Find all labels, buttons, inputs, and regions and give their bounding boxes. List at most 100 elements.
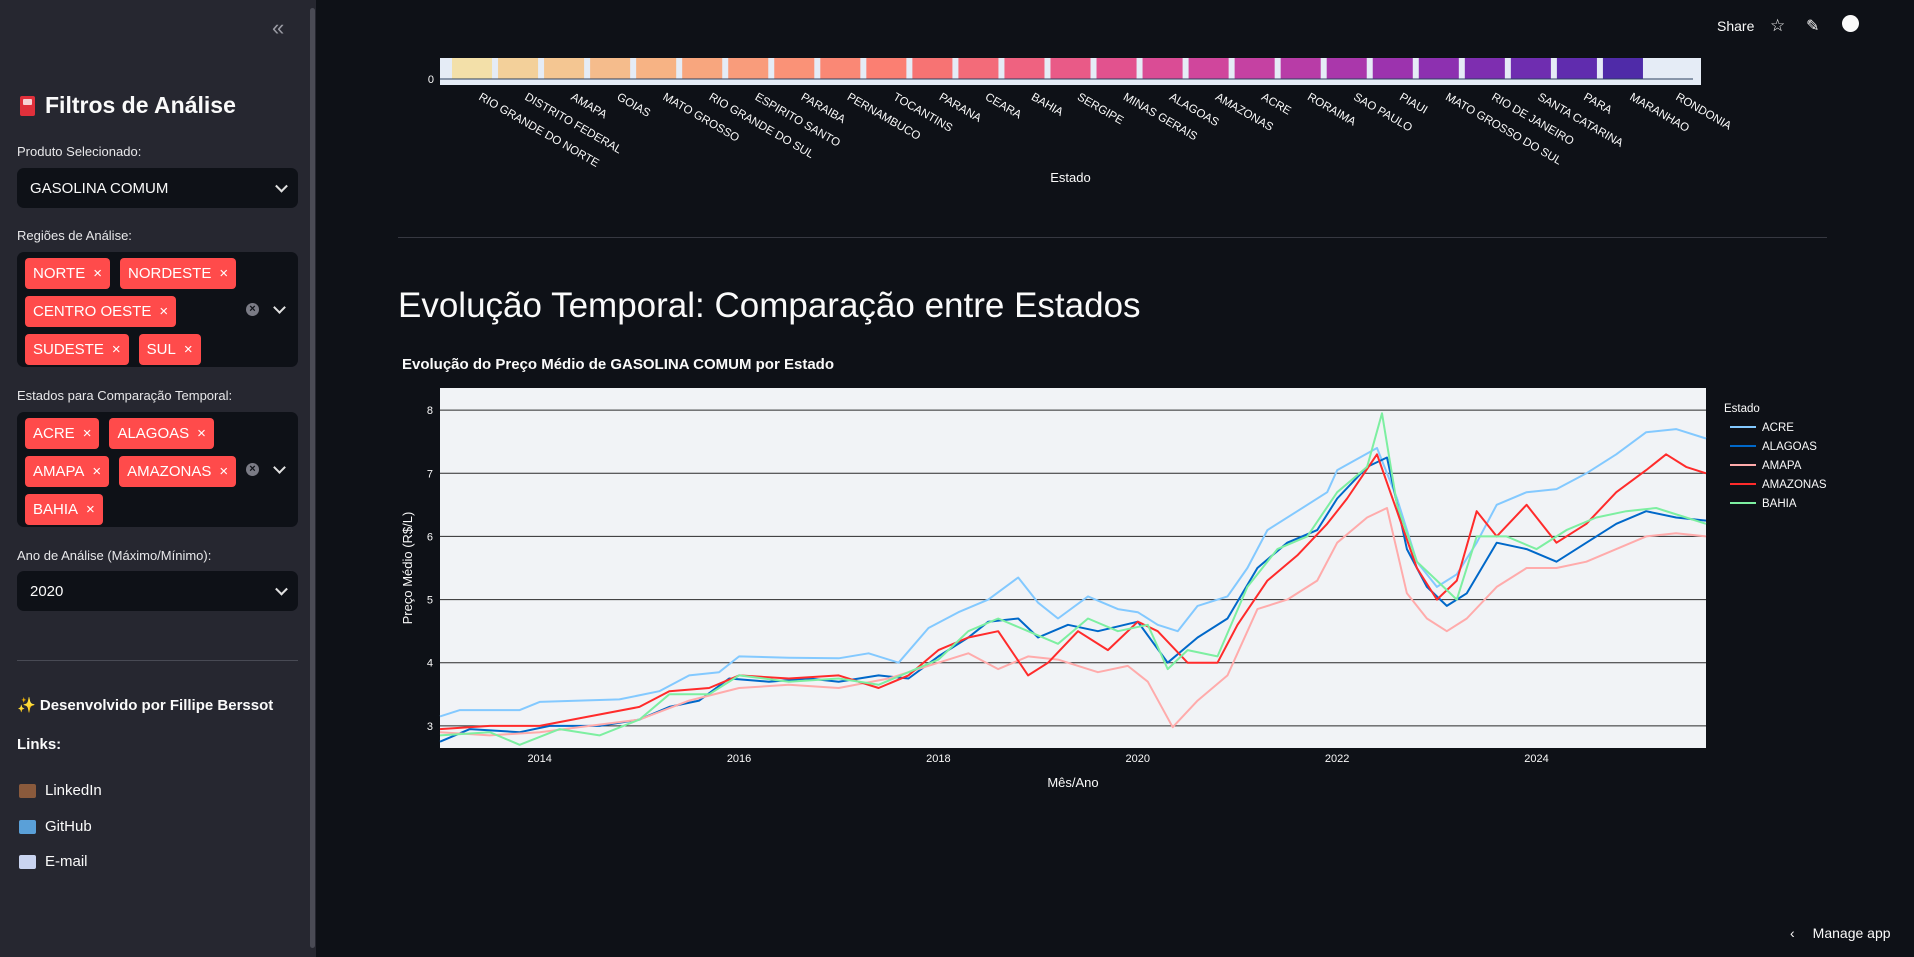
sidebar-divider [17,660,298,661]
region-tag-label: NORDESTE [128,265,212,282]
bar [682,58,723,79]
sidebar-title-text: Filtros de Análise [45,92,236,118]
developer-text: Desenvolvido por Fillipe Berssot [39,697,274,714]
region-tag-label: CENTRO OESTE [33,303,152,320]
remove-tag-icon[interactable]: × [219,463,229,480]
collapse-sidebar-icon[interactable]: « [272,15,285,40]
remove-tag-icon[interactable]: × [82,425,92,442]
github-link[interactable]: GitHub [19,818,92,835]
y-tick-label: 4 [427,658,433,670]
clear-all-icon[interactable]: × [246,463,259,476]
bar [912,58,953,79]
year-label: Ano de Análise (Máximo/Mínimo): [17,548,212,563]
state-tag-label: ACRE [33,425,75,442]
x-tick-label: 2016 [727,753,751,765]
bar [774,58,815,79]
email-link[interactable]: E-mail [19,853,88,870]
x-tick-label: 2018 [926,753,950,765]
remove-tag-icon[interactable]: × [183,341,193,358]
bar [728,58,769,79]
bar [544,58,585,79]
y-tick-label: 0 [428,74,434,86]
x-axis-title: Estado [1050,170,1090,185]
region-tag[interactable]: SUDESTE × [25,334,129,365]
x-tick-label: ACRE [1259,91,1293,118]
bar [1280,58,1321,79]
y-tick-label: 7 [427,468,433,480]
x-tick-label: 2024 [1524,753,1548,765]
bar [1004,58,1045,79]
bar [1372,58,1413,79]
bar [1142,58,1183,79]
briefcase-icon [19,783,36,798]
product-label: Produto Selecionado: [17,144,142,159]
remove-tag-icon[interactable]: × [86,501,95,518]
bar [590,58,631,79]
legend-item: AMAPA [1762,460,1802,472]
manage-app-button[interactable]: ‹ Manage app [1790,925,1891,941]
sidebar: « Filtros de Análise Produto Selecionado… [0,0,316,957]
bar [820,58,861,79]
region-tag[interactable]: SUL × [138,334,201,365]
bar [1326,58,1367,79]
pencil-icon[interactable]: ✎ [1806,18,1820,35]
y-axis-title: Preço Médio (R$/L) [400,512,415,625]
states-multiselect[interactable]: ACRE × ALAGOAS × AMAPA × AMAZONAS × BAHIA × × [17,412,298,527]
plot-area [440,388,1706,748]
product-select[interactable]: GASOLINA COMUM [17,168,298,208]
x-tick-label: PARA [1581,91,1614,117]
region-tag[interactable]: CENTRO OESTE × [25,296,177,327]
chevron-down-icon[interactable] [273,301,286,314]
linkedin-link[interactable]: LinkedIn [19,782,102,799]
legend-item: ALAGOAS [1762,441,1817,453]
remove-tag-icon[interactable]: × [92,463,102,480]
bar [1464,58,1505,79]
x-tick-label: 2020 [1126,753,1150,765]
x-tick-label: 2014 [527,753,551,765]
remove-tag-icon[interactable]: × [219,265,229,282]
share-button[interactable]: Share [1717,18,1755,34]
state-tag[interactable]: ACRE × [25,418,100,449]
legend-item: AMAZONAS [1762,479,1827,491]
bar [1234,58,1275,79]
x-tick-label: PIAUI [1397,91,1429,116]
fuel-pump-icon [20,95,35,116]
region-tag-label: NORTE [33,265,86,282]
remove-tag-icon[interactable]: × [159,303,169,320]
github-icon[interactable] [1842,15,1859,32]
y-tick-label: 3 [427,721,433,733]
sidebar-scrollbar[interactable] [309,0,316,957]
scrollbar-thumb[interactable] [310,8,315,948]
states-label: Estados para Comparação Temporal: [17,388,233,403]
regions-multiselect[interactable]: NORTE × NORDESTE × CENTRO OESTE × SUDESTE × … [17,252,298,367]
year-select[interactable]: 2020 [17,571,298,611]
remove-tag-icon[interactable]: × [197,425,206,442]
bar [498,58,539,79]
region-tag[interactable]: NORTE × [25,258,110,289]
state-tag[interactable]: AMAZONAS × [119,456,237,487]
page-title: Evolução Temporal: Comparação entre Esta… [398,286,1141,325]
chevron-down-icon[interactable] [273,461,286,474]
region-tag-label: SUL [146,341,176,358]
region-tag[interactable]: NORDESTE × [120,258,237,289]
bar [1096,58,1137,79]
remove-tag-icon[interactable]: × [93,265,102,282]
state-tag[interactable]: AMAPA × [25,456,110,487]
bar [1556,58,1597,79]
chevron-down-icon [275,582,288,596]
remove-tag-icon[interactable]: × [111,341,121,358]
state-tag-label: ALAGOAS [117,425,190,442]
y-tick-label: 8 [427,405,433,417]
state-tag[interactable]: ALAGOAS × [109,418,214,449]
x-tick-label: SANTA CATARINA [1535,91,1625,150]
clear-all-icon[interactable]: × [246,303,259,316]
github-link-label: GitHub [45,818,92,835]
bar [1510,58,1551,79]
y-tick-label: 5 [427,595,433,607]
bar [1050,58,1091,79]
state-tag[interactable]: BAHIA × [25,494,103,525]
legend-title: Estado [1724,403,1760,415]
star-icon[interactable]: ☆ [1770,16,1786,35]
state-tag-label: AMAPA [33,463,85,480]
email-icon [19,854,36,869]
